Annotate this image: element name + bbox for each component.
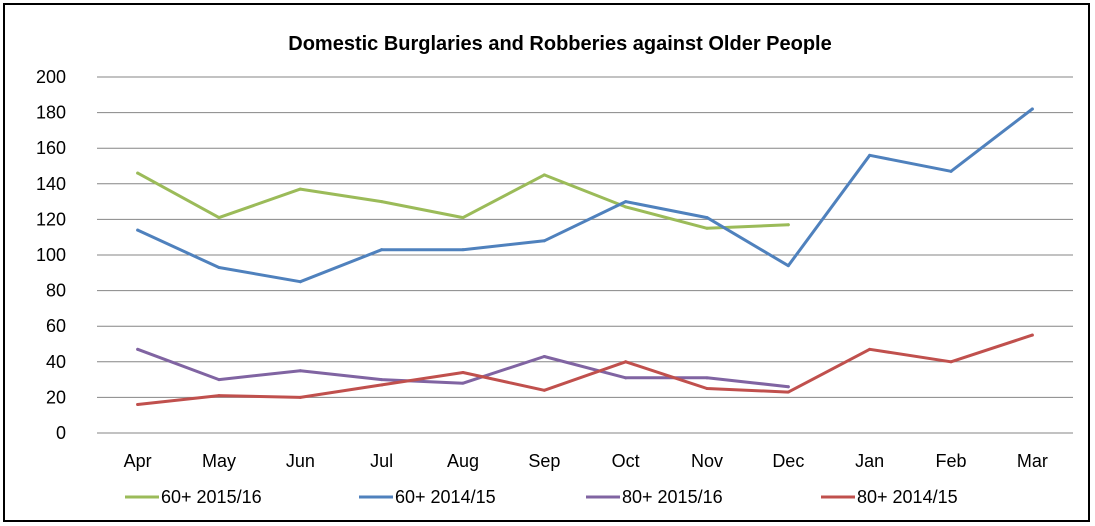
- y-tick-label: 60: [46, 316, 66, 336]
- x-tick-label: May: [202, 451, 236, 471]
- series-1: [136, 107, 1034, 284]
- data-point: [298, 395, 302, 399]
- y-tick-label: 100: [36, 245, 66, 265]
- series-line: [136, 107, 1034, 284]
- y-tick-label: 80: [46, 281, 66, 301]
- y-tick-label: 120: [36, 209, 66, 229]
- x-tick-label: Jun: [286, 451, 315, 471]
- data-point: [868, 347, 872, 351]
- data-point: [461, 381, 465, 385]
- data-point: [624, 376, 628, 380]
- series-line: [136, 347, 790, 389]
- x-tick-label: Oct: [612, 451, 640, 471]
- series-3: [136, 333, 1034, 407]
- data-point: [705, 376, 709, 380]
- legend-label: 60+ 2014/15: [395, 487, 496, 507]
- data-point: [1030, 107, 1034, 111]
- x-tick-label: Nov: [691, 451, 723, 471]
- data-point: [461, 248, 465, 252]
- data-point: [217, 394, 221, 398]
- data-point: [380, 248, 384, 252]
- data-point: [705, 387, 709, 390]
- data-point: [542, 354, 546, 358]
- x-axis-ticks: Apr May Jun Jul Aug Sep Oct Nov Dec Jan Feb Mar: [124, 451, 1048, 471]
- data-point: [380, 200, 384, 204]
- data-point: [949, 360, 953, 364]
- data-point: [136, 228, 140, 232]
- series-line: [136, 333, 1034, 406]
- y-tick-label: 0: [56, 423, 66, 443]
- data-point: [217, 265, 221, 269]
- y-tick-label: 140: [36, 174, 66, 194]
- legend-item: 60+ 2015/16: [125, 487, 262, 507]
- legend-label: 60+ 2015/16: [161, 487, 262, 507]
- legend-label: 80+ 2015/16: [622, 487, 723, 507]
- y-tick-label: 200: [36, 67, 66, 87]
- legend: 60+ 2015/16 60+ 2014/15 80+ 2015/16 80+ 201…: [125, 487, 958, 507]
- x-tick-label: Jul: [370, 451, 393, 471]
- data-point: [542, 173, 546, 177]
- data-point: [786, 223, 790, 227]
- y-axis-ticks: 0 20 40 60 80 100 120 140 160 180 200: [36, 67, 66, 443]
- x-tick-label: Mar: [1017, 451, 1048, 471]
- data-point: [298, 369, 302, 373]
- chart-title: Domestic Burglaries and Robberies agains…: [288, 33, 832, 55]
- data-point: [298, 280, 302, 284]
- data-point: [786, 264, 790, 268]
- data-point: [868, 153, 872, 157]
- legend-label: 80+ 2014/15: [857, 487, 958, 507]
- data-point: [380, 383, 384, 387]
- data-point: [461, 216, 465, 220]
- data-point: [136, 171, 140, 175]
- legend-item: 60+ 2014/15: [359, 487, 496, 507]
- data-point: [949, 169, 953, 173]
- chart-frame: [3, 3, 1090, 522]
- series-lines: [136, 107, 1034, 407]
- data-point: [542, 388, 546, 392]
- x-tick-label: Aug: [447, 451, 479, 471]
- series-0: [136, 171, 790, 230]
- data-point: [542, 239, 546, 243]
- y-tick-label: 40: [46, 352, 66, 372]
- data-point: [786, 385, 790, 389]
- data-point: [461, 370, 465, 374]
- series-line: [136, 171, 790, 230]
- data-point: [624, 205, 628, 209]
- series-2: [136, 347, 790, 389]
- data-point: [217, 216, 221, 220]
- y-tick-label: 20: [46, 387, 66, 407]
- data-point: [786, 390, 790, 394]
- x-tick-label: Jan: [855, 451, 884, 471]
- legend-item: 80+ 2014/15: [821, 487, 958, 507]
- data-point: [136, 347, 140, 351]
- data-point: [217, 378, 221, 382]
- y-tick-label: 180: [36, 103, 66, 123]
- legend-item: 80+ 2015/16: [586, 487, 723, 507]
- y-tick-label: 160: [36, 138, 66, 158]
- data-point: [298, 187, 302, 191]
- x-tick-label: Apr: [124, 451, 152, 471]
- data-point: [380, 378, 384, 382]
- x-tick-label: Feb: [935, 451, 966, 471]
- x-tick-label: Sep: [528, 451, 560, 471]
- gridlines: [97, 76, 1073, 434]
- data-point: [705, 216, 709, 220]
- data-point: [705, 226, 709, 230]
- data-point: [624, 360, 628, 364]
- data-point: [1030, 333, 1034, 337]
- x-tick-label: Dec: [772, 451, 804, 471]
- data-point: [136, 403, 140, 407]
- data-point: [624, 200, 628, 204]
